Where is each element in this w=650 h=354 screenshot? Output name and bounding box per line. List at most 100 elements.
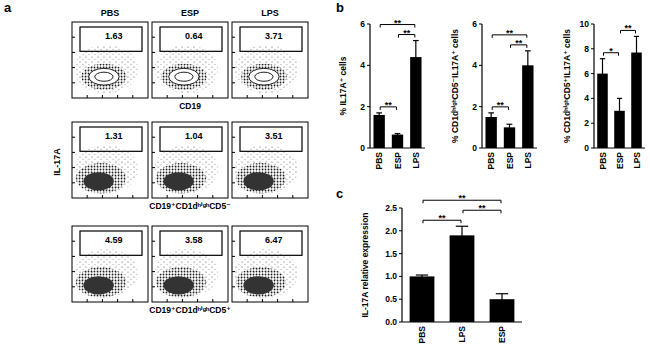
axis-tick bbox=[102, 195, 103, 198]
axis-tick bbox=[152, 82, 155, 83]
error-stem bbox=[379, 113, 380, 117]
y-axis-label: IL-17A bbox=[52, 148, 62, 176]
contour bbox=[255, 72, 273, 81]
gate-percent: 1.31 bbox=[105, 131, 123, 141]
error-cap bbox=[525, 50, 531, 51]
gate bbox=[240, 27, 302, 51]
flow-plot: 1.31 bbox=[72, 122, 148, 198]
significance-label: ** bbox=[506, 28, 514, 38]
error-bar bbox=[617, 98, 622, 123]
significance-label: ** bbox=[497, 100, 505, 110]
axis-tick bbox=[152, 271, 155, 272]
y-tick bbox=[479, 24, 482, 25]
sparse-events bbox=[234, 145, 298, 194]
error-cap bbox=[395, 133, 401, 134]
significance-label: ** bbox=[394, 18, 402, 28]
error-cap bbox=[634, 36, 639, 37]
y-tick-label: 4 bbox=[584, 93, 589, 103]
y-tick-label: 0 bbox=[472, 143, 477, 153]
category-label: PBS bbox=[598, 152, 608, 170]
gate bbox=[240, 231, 302, 255]
error-bar bbox=[525, 51, 531, 80]
y-tick bbox=[367, 106, 370, 107]
error-bar bbox=[413, 41, 419, 74]
error-cap bbox=[413, 40, 419, 41]
axis-tick bbox=[212, 299, 213, 302]
plot-frame bbox=[232, 226, 308, 302]
error-cap bbox=[456, 226, 468, 227]
y-tick-label: 10 bbox=[580, 19, 590, 29]
error-stem bbox=[636, 36, 637, 68]
axis-tick bbox=[232, 37, 235, 38]
panel-label: a bbox=[4, 0, 12, 15]
axis-tick bbox=[232, 152, 235, 153]
axis-tick bbox=[247, 95, 248, 98]
flow-plot: 6.47 bbox=[232, 226, 308, 302]
plot-frame bbox=[232, 22, 308, 98]
axis-tick bbox=[262, 195, 263, 198]
category-label: LPS bbox=[523, 152, 533, 169]
axis-tick bbox=[277, 95, 278, 98]
significance: ** bbox=[492, 100, 508, 110]
axis-tick bbox=[232, 67, 235, 68]
y-tick-label: 6 bbox=[584, 69, 589, 79]
bar-chart: 0246810% CD1dʰⁱᵍʰCD5⁺IL17A⁺ cellsPBSESPL… bbox=[562, 19, 645, 169]
error-cap bbox=[416, 274, 428, 275]
y-tick bbox=[399, 208, 402, 209]
axis-tick bbox=[182, 95, 183, 98]
y-tick bbox=[367, 24, 370, 25]
y-axis-label: % CD1dʰⁱᵍʰCD5⁺IL17A⁺ cells bbox=[562, 29, 572, 143]
y-tick bbox=[591, 73, 594, 74]
plot-frame bbox=[72, 22, 148, 98]
significance: * bbox=[604, 46, 619, 56]
axis-tick bbox=[232, 52, 235, 53]
dense-core bbox=[243, 172, 273, 190]
sparse-events bbox=[234, 249, 298, 298]
significance-label: ** bbox=[458, 193, 466, 203]
y-tick bbox=[591, 148, 594, 149]
gate-percent: 3.58 bbox=[185, 235, 203, 245]
axis-tick bbox=[72, 167, 75, 168]
significance-label: ** bbox=[478, 203, 486, 213]
column-header: ESP bbox=[181, 8, 199, 18]
category-label: PBS bbox=[417, 326, 427, 344]
sparse-events bbox=[154, 145, 218, 194]
significance: ** bbox=[380, 100, 396, 110]
significance: ** bbox=[380, 18, 415, 28]
axis-tick bbox=[167, 195, 168, 198]
axis-tick bbox=[232, 241, 235, 242]
error-stem bbox=[415, 41, 416, 74]
y-tick-label: 4 bbox=[472, 60, 477, 70]
y-tick-label: 2.0 bbox=[385, 226, 397, 236]
y-tick bbox=[591, 123, 594, 124]
significance-label: ** bbox=[385, 100, 393, 110]
bar-chart: 0246% IL17A⁺ cellsPBSESPLPS****** bbox=[338, 18, 425, 170]
dense-core bbox=[163, 276, 193, 294]
y-tick bbox=[367, 148, 370, 149]
axis-tick bbox=[212, 95, 213, 98]
y-tick bbox=[591, 98, 594, 99]
axis-tick bbox=[87, 299, 88, 302]
gate bbox=[240, 127, 302, 151]
error-bar bbox=[416, 275, 428, 278]
axis-tick bbox=[72, 241, 75, 242]
y-axis bbox=[481, 24, 482, 148]
flow-plot: 0.64 bbox=[152, 22, 228, 98]
y-axis bbox=[369, 24, 370, 148]
axis-tick bbox=[232, 286, 235, 287]
error-bar bbox=[600, 59, 605, 89]
axis-tick bbox=[277, 195, 278, 198]
significance-label: ** bbox=[403, 28, 411, 38]
error-stem bbox=[509, 124, 510, 130]
contour bbox=[175, 72, 193, 81]
dense-events bbox=[81, 64, 127, 90]
y-tick bbox=[399, 253, 402, 254]
gate bbox=[160, 127, 222, 151]
axis-tick bbox=[87, 195, 88, 198]
error-cap bbox=[600, 58, 605, 59]
y-tick bbox=[479, 65, 482, 66]
marks bbox=[410, 226, 515, 322]
y-axis-label: IL-17A relative expression bbox=[360, 212, 370, 317]
error-bar bbox=[496, 294, 508, 305]
plot-frame bbox=[152, 226, 228, 302]
